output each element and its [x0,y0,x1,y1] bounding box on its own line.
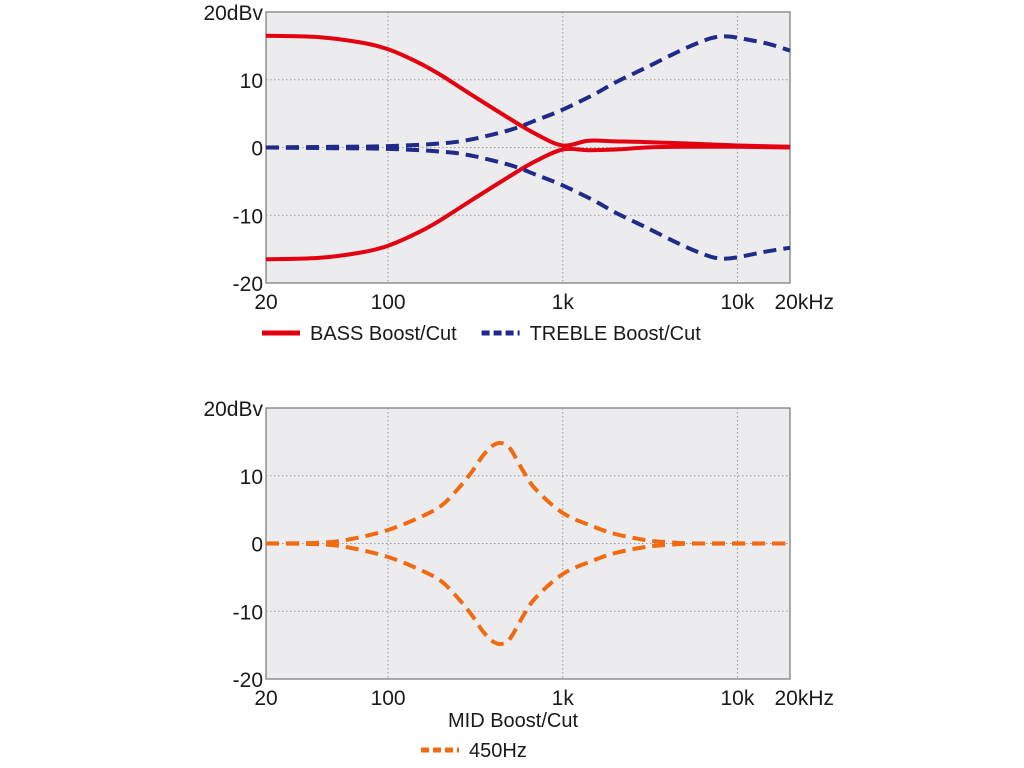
legend-label: TREBLE Boost/Cut [530,323,702,345]
x-tick-label: 20 [254,687,277,710]
y-tick-label: -20 [233,273,263,296]
y-tick-label: 10 [240,466,263,489]
y-tick-label: -10 [233,205,263,228]
x-tick-label: 10k [720,687,754,710]
series-treble-boost-cut-cut-line [265,145,791,261]
series-450hz-cut-line [265,541,791,646]
y-tick-label: 10 [240,70,263,93]
x-tick-label: 20kHz [774,291,834,314]
y-tick-label: 20dBv [203,2,263,25]
series-treble-boost-cut-boost-line [265,34,791,150]
legend-label: 450Hz [469,740,527,762]
series-bass-boost-cut-cut-line [265,144,791,262]
x-tick-label: 20kHz [774,687,834,710]
x-tick-label: 1k [552,291,575,314]
y-tick-label: 0 [251,534,263,557]
x-tick-label: 1k [552,687,575,710]
x-tick-label: 20 [254,291,277,314]
x-tick-label: 100 [371,687,406,710]
x-tick-label: 10k [720,291,754,314]
legend-item: BASS Boost/Cut [262,323,457,345]
legend-item: TREBLE Boost/Cut [481,323,702,345]
chart-title: MID Boost/Cut [448,710,578,732]
legend-label: BASS Boost/Cut [310,323,457,345]
y-tick-label: -10 [233,601,263,624]
y-tick-label: -20 [233,669,263,692]
series-450hz-boost-line [265,441,791,546]
y-tick-label: 20dBv [203,398,263,421]
series-bass-boost-cut-boost-line [265,33,791,149]
y-tick-label: 0 [251,138,263,161]
x-tick-label: 100 [371,291,406,314]
legend-item: 450Hz [421,740,527,762]
